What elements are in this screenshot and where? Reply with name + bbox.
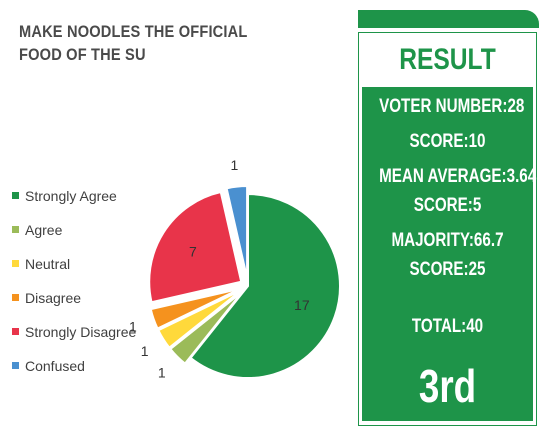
majority-score: SCORE:25: [409, 259, 486, 280]
legend-label: Strongly Agree: [25, 188, 117, 204]
legend-swatch: [12, 294, 19, 301]
rank: 3rd: [418, 360, 477, 412]
legend-label: Disagree: [25, 290, 82, 306]
legend-swatch: [12, 192, 19, 199]
majority: MAJORITY:66.7: [391, 230, 504, 251]
pie-data-label: 1: [129, 318, 137, 334]
pie-slice-strongly-disagree: [148, 190, 243, 304]
result-heading: RESULT: [399, 43, 496, 76]
legend-swatch: [12, 260, 19, 267]
pie-slice-agree: [169, 290, 244, 365]
pie-slice-confused: [225, 185, 249, 279]
legend-entry-agree: Agree: [12, 219, 136, 253]
pie-slice-neutral: [157, 289, 242, 350]
pie-data-label: 7: [189, 243, 197, 259]
legend-entry-strongly-disagree: Strongly Disagree: [12, 321, 136, 355]
result-body: VOTER NUMBER:28 SCORE:10 MEAN AVERAGE:3.…: [362, 87, 537, 421]
pie-data-label: 17: [294, 297, 310, 313]
legend-entry-strongly-agree: Strongly Agree: [12, 185, 136, 219]
legend-swatch: [12, 328, 19, 335]
pie-data-label: 1: [230, 157, 238, 173]
chart-legend: Strongly Agree Agree Neutral Disagree St…: [12, 185, 136, 389]
legend-label: Confused: [25, 358, 85, 374]
legend-swatch: [12, 226, 19, 233]
legend-entry-disagree: Disagree: [12, 287, 136, 321]
mean-average: MEAN AVERAGE:3.64: [379, 166, 537, 187]
legend-entry-confused: Confused: [12, 355, 136, 389]
chart-title: MAKE NOODLES THE OFFICIAL FOOD OF THE SU: [19, 22, 248, 64]
legend-label: Neutral: [25, 256, 71, 272]
mean-score: SCORE:5: [413, 195, 482, 216]
voter-number: VOTER NUMBER:28: [379, 96, 525, 117]
legend-label: Strongly Disagree: [25, 324, 137, 340]
legend-swatch: [12, 362, 19, 369]
pie-slice-strongly-agree: [189, 192, 341, 379]
result-panel: RESULT VOTER NUMBER:28 SCORE:10 MEAN AVE…: [358, 32, 537, 426]
total-score: TOTAL:40: [411, 316, 484, 337]
result-panel-header: [358, 10, 539, 28]
voter-score: SCORE:10: [409, 131, 486, 152]
pie-slice-disagree: [149, 287, 241, 330]
legend-label: Agree: [25, 222, 63, 238]
pie-data-label: 1: [158, 364, 166, 380]
pie-data-label: 1: [141, 343, 149, 359]
legend-entry-neutral: Neutral: [12, 253, 136, 287]
